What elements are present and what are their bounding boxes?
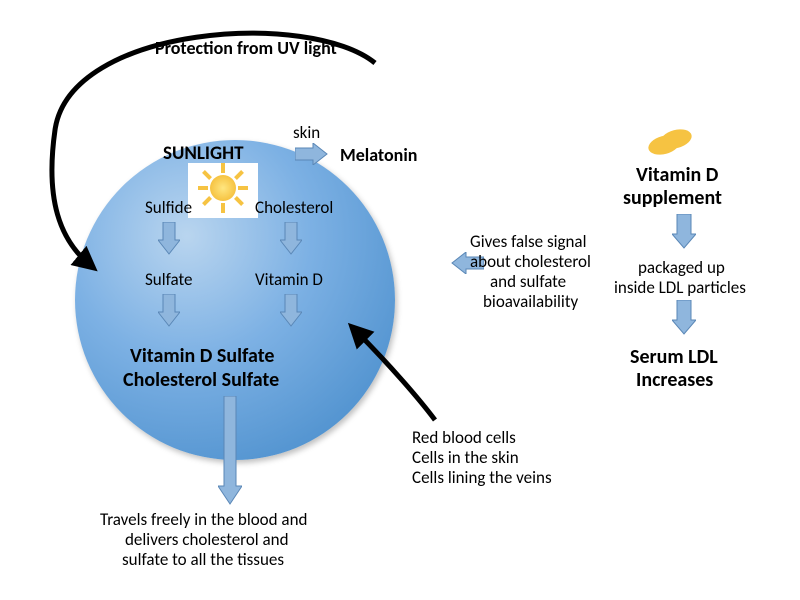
- false-label-3: and sulfate: [490, 272, 566, 292]
- skin-label: skin: [293, 123, 320, 143]
- vdsupp-label-2: supplement: [623, 186, 722, 210]
- protection-label: Protection from UV light: [155, 38, 337, 60]
- vds-label: Vitamin D Sulfate: [130, 344, 274, 368]
- false-label-1: Gives false signal: [470, 232, 586, 252]
- sulfate-label: Sulfate: [145, 270, 192, 290]
- vdsupp-label-1: Vitamin D: [636, 163, 718, 187]
- serum-label-2: Increases: [636, 368, 713, 392]
- cs-label: Cholesterol Sulfate: [123, 368, 279, 392]
- cells-label-1: Red blood cells: [412, 428, 516, 448]
- cholesterol-arrow: [280, 222, 302, 256]
- sulfate-arrow: [158, 294, 180, 328]
- sulfide-arrow: [158, 222, 180, 256]
- packaged-label-1: packaged up: [638, 258, 725, 278]
- cells-label-3: Cells lining the veins: [412, 468, 552, 488]
- travels-arrow: [218, 396, 242, 506]
- travels-label-2: delivers cholesterol and: [125, 530, 289, 550]
- cholesterol-label: Cholesterol: [255, 198, 333, 218]
- sunlight-label: SUNLIGHT: [163, 143, 244, 166]
- sulfide-label: Sulfide: [145, 198, 192, 218]
- false-label-4: bioavailability: [483, 292, 578, 312]
- packaged-label-2: inside LDL particles: [614, 278, 746, 298]
- serum-label-1: Serum LDL: [630, 345, 718, 369]
- vitamind-label: Vitamin D: [255, 270, 323, 290]
- melatonin-label: Melatonin: [340, 145, 417, 167]
- skin-arrow: [295, 143, 329, 165]
- supplement-arrow: [672, 214, 696, 250]
- cells-label-2: Cells in the skin: [412, 448, 519, 468]
- travels-label-1: Travels freely in the blood and: [100, 510, 307, 530]
- vitamind-arrow: [280, 294, 302, 328]
- false-label-2: about cholesterol: [470, 252, 591, 272]
- ldl-arrow: [672, 300, 696, 336]
- travels-label-3: sulfate to all the tissues: [122, 550, 284, 570]
